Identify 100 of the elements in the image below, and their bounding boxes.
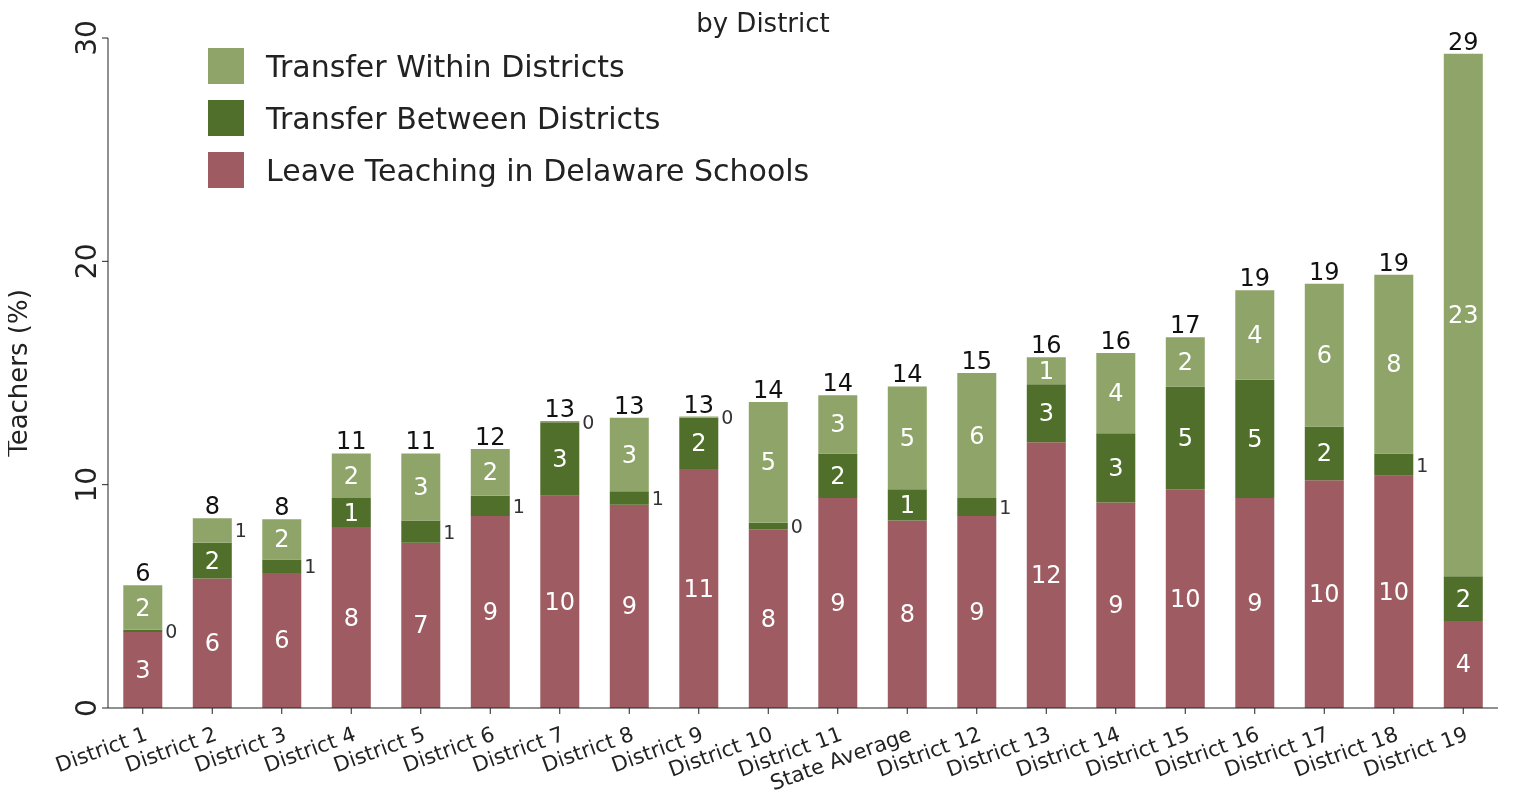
data-label: 0 <box>721 406 734 429</box>
data-label: 8 <box>899 600 915 629</box>
data-label: 10 <box>1170 584 1201 613</box>
data-label: 3 <box>830 410 846 439</box>
bar <box>1235 379 1275 499</box>
data-label: 8 <box>343 603 359 632</box>
total-label: 16 <box>1100 326 1132 355</box>
bar <box>609 417 649 492</box>
bar <box>123 629 163 633</box>
data-label: 5 <box>1177 423 1193 452</box>
total-label: 19 <box>1239 264 1271 293</box>
data-label: 6 <box>204 629 220 658</box>
bar <box>748 402 788 523</box>
total-label: 14 <box>892 360 923 389</box>
total-label: 15 <box>961 347 993 375</box>
bar <box>1304 283 1344 427</box>
data-label: 1 <box>304 555 317 578</box>
bar <box>331 453 371 499</box>
data-label: 9 <box>969 597 985 626</box>
data-label: 3 <box>1108 453 1124 482</box>
data-label: 11 <box>683 574 715 603</box>
bar <box>470 448 510 496</box>
data-label: 1 <box>343 498 359 527</box>
data-label: 3 <box>552 444 568 473</box>
total-label: 13 <box>683 390 715 419</box>
data-label: 2 <box>1316 439 1332 468</box>
y-tick-label: 30 <box>70 20 103 56</box>
bar <box>609 504 649 708</box>
bar <box>540 422 580 496</box>
bar <box>1165 337 1205 387</box>
total-label: 8 <box>274 493 290 522</box>
legend-label: Transfer Within Districts <box>266 48 625 84</box>
bar <box>679 469 719 708</box>
bar <box>1096 433 1136 503</box>
bar <box>192 578 232 708</box>
bar <box>470 495 510 516</box>
y-tick-label: 20 <box>70 243 103 280</box>
data-label: 9 <box>1247 589 1263 618</box>
bar <box>748 529 788 708</box>
data-label: 3 <box>1038 399 1054 428</box>
bar <box>887 386 927 490</box>
data-label: 1 <box>899 490 915 519</box>
bar <box>1235 290 1275 380</box>
bar <box>887 520 927 708</box>
bar <box>1165 489 1205 708</box>
data-label: 5 <box>899 423 915 452</box>
data-label: 1 <box>512 494 525 517</box>
data-label: 8 <box>760 604 776 633</box>
data-label: 5 <box>1247 424 1263 453</box>
legend-label: Leave Teaching in Delaware Schools <box>266 152 810 188</box>
data-label: 2 <box>204 546 220 575</box>
bar <box>957 498 997 516</box>
data-label: 3 <box>621 440 637 469</box>
bar <box>262 519 302 560</box>
total-label: 11 <box>405 427 437 456</box>
bar <box>401 520 441 543</box>
bar <box>192 518 232 543</box>
bar <box>262 572 302 708</box>
total-label: 19 <box>1309 257 1340 286</box>
bar <box>1026 357 1066 385</box>
bar <box>1443 620 1483 708</box>
bar <box>331 498 371 528</box>
y-axis-title: Teachers (%) <box>3 289 34 458</box>
bar <box>123 585 163 630</box>
total-label: 13 <box>614 391 645 420</box>
bar <box>1026 442 1066 708</box>
data-label: 6 <box>969 421 985 450</box>
y-tick-label: 10 <box>70 466 103 503</box>
bar <box>262 559 302 573</box>
data-label: 10 <box>1378 577 1410 606</box>
data-label: 6 <box>274 626 290 655</box>
bar <box>540 495 580 708</box>
data-label: 2 <box>691 429 707 458</box>
bar <box>123 632 163 708</box>
data-label: 8 <box>1386 350 1402 379</box>
total-label: 13 <box>544 395 576 424</box>
bar <box>470 515 510 708</box>
total-label: 17 <box>1170 311 1201 340</box>
data-label: 5 <box>760 448 776 477</box>
bar <box>1304 480 1344 708</box>
bar <box>1374 453 1414 476</box>
bar <box>748 522 788 530</box>
data-label: 2 <box>274 525 290 554</box>
data-label: 10 <box>544 587 576 616</box>
data-label: 1 <box>234 519 247 542</box>
bar <box>1374 475 1414 708</box>
data-label: 0 <box>790 514 803 537</box>
data-label: 4 <box>1455 650 1471 679</box>
data-label: 2 <box>1177 347 1193 376</box>
bar <box>401 453 441 521</box>
bar <box>679 417 719 470</box>
bar <box>818 395 858 454</box>
bar <box>957 515 997 708</box>
bar <box>1374 274 1414 454</box>
data-label: 9 <box>1108 591 1124 620</box>
data-label: 4 <box>1108 379 1124 408</box>
data-label: 3 <box>413 472 429 501</box>
data-label: 23 <box>1448 300 1479 329</box>
data-label: 2 <box>135 593 151 622</box>
data-label: 4 <box>1247 321 1263 350</box>
